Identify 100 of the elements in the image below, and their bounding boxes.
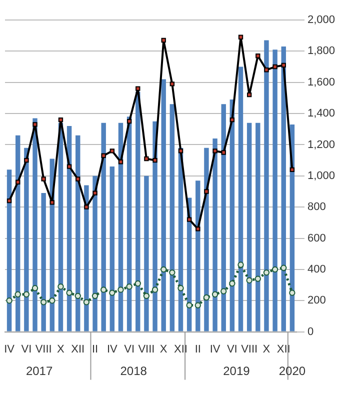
bar [272, 50, 278, 332]
point [16, 180, 20, 184]
point [126, 283, 132, 290]
point [170, 82, 175, 86]
point [280, 264, 287, 271]
bar [24, 148, 29, 332]
bar [101, 122, 106, 332]
bar [221, 104, 226, 332]
point [14, 291, 21, 298]
y-tick-label: 600 [307, 232, 326, 244]
point [143, 292, 150, 300]
point [220, 288, 227, 294]
x-tick-label: VIII [241, 343, 258, 356]
bar [16, 135, 20, 332]
point [256, 54, 260, 58]
point [169, 269, 176, 276]
point [272, 64, 278, 70]
point [66, 290, 72, 296]
point [178, 148, 184, 154]
point [212, 148, 218, 154]
y-tick-label: 1,400 [307, 108, 336, 120]
x-tick-label: XII [276, 343, 290, 356]
point [32, 285, 38, 292]
point [246, 277, 252, 284]
bar [32, 118, 38, 332]
bar [281, 46, 286, 332]
x-tick-label: II [92, 343, 98, 356]
point [118, 286, 124, 293]
point [203, 294, 210, 301]
bar [136, 92, 140, 332]
x-tick-label: XII [174, 343, 188, 356]
point [58, 117, 64, 122]
point [74, 292, 81, 300]
point [196, 226, 200, 232]
bar [256, 122, 260, 332]
point [204, 189, 209, 194]
point [76, 176, 80, 182]
point [194, 302, 201, 308]
x-tick-label: VI [21, 343, 32, 356]
x-tick-label: IV [106, 343, 118, 356]
point [58, 283, 64, 290]
point [221, 150, 226, 155]
x-tick-label: VIII [35, 343, 52, 356]
bar [238, 66, 244, 332]
point [160, 266, 167, 273]
point [6, 298, 12, 304]
text: 2017 [26, 364, 53, 378]
x-tick-label: X [57, 343, 66, 356]
point [134, 280, 141, 287]
x-tick-label: VIII [138, 343, 155, 356]
point [212, 291, 218, 298]
point [186, 302, 192, 308]
point [109, 290, 116, 296]
bar [246, 122, 252, 332]
point [144, 156, 149, 162]
bar [170, 104, 175, 332]
point [110, 148, 114, 154]
bar [230, 100, 235, 332]
point [50, 200, 54, 205]
y-tick-label: 1,600 [307, 76, 336, 88]
y-tick-label: 0 [307, 326, 314, 338]
point [136, 86, 140, 91]
x-tick-label: X [160, 343, 168, 356]
point [230, 117, 235, 122]
x-tick-label: VI [124, 343, 135, 356]
point [272, 266, 278, 273]
point [118, 160, 124, 164]
bar [264, 40, 269, 332]
text: 2018 [120, 364, 148, 378]
bar [118, 122, 124, 332]
y-tick-label: 400 [307, 263, 326, 276]
point [238, 34, 244, 40]
point [92, 292, 98, 300]
point [186, 217, 192, 222]
point [41, 176, 46, 182]
x-tick-label: VI [226, 343, 238, 356]
bar [144, 176, 149, 332]
point [238, 262, 244, 268]
point [84, 204, 89, 210]
bar [92, 176, 98, 332]
point [264, 68, 269, 72]
point [254, 276, 261, 282]
point [92, 190, 98, 196]
text: 2019 [223, 364, 250, 378]
point [101, 153, 106, 158]
y-tick-label: 800 [307, 201, 326, 214]
text: 2020 [278, 364, 306, 378]
bar [161, 79, 166, 332]
point [66, 164, 72, 169]
x-tick-label: XII [71, 343, 85, 356]
x-tick-label: II [194, 343, 201, 356]
point [24, 158, 29, 163]
bar [110, 166, 115, 332]
point [152, 158, 158, 163]
point [100, 286, 107, 293]
bar [204, 148, 209, 332]
point [246, 92, 252, 98]
point [152, 286, 158, 293]
point [23, 291, 30, 298]
x-tick-label: IV [4, 343, 16, 356]
